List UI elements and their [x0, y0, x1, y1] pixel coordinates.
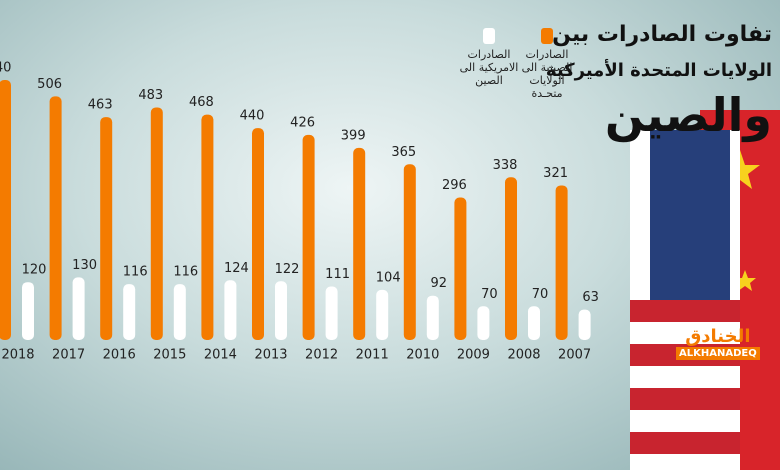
legend-item: الصادرات الصينية الى الولايات متحـدة: [516, 28, 578, 100]
bar: [477, 306, 490, 340]
brand-arabic: الخنادق: [685, 326, 751, 347]
value-label: 104: [376, 270, 401, 285]
x-tick-label: 2012: [305, 348, 338, 363]
value-label: 296: [442, 178, 467, 193]
x-tick-label: 2017: [52, 348, 85, 363]
bar: [22, 282, 34, 340]
bar: [100, 117, 113, 341]
legend-label: الصادرات الصينية الى الولايات متحـدة: [521, 48, 573, 100]
value-label: 116: [123, 265, 148, 280]
value-label: 70: [481, 287, 498, 302]
bar: [578, 309, 591, 340]
x-tick-label: 2007: [558, 348, 591, 363]
bar: [353, 147, 366, 340]
value-label: 122: [275, 262, 300, 277]
x-tick-label: 2011: [356, 348, 389, 363]
bar: [528, 306, 540, 340]
title-line: تفاوت الصادرات بين: [552, 22, 772, 47]
bar: [555, 185, 568, 340]
x-tick-label: 2010: [406, 348, 439, 363]
value-label: 506: [37, 77, 62, 92]
value-label: 63: [582, 290, 599, 305]
legend-swatch: [483, 28, 495, 44]
legend-swatch: [541, 28, 553, 44]
bar: [201, 114, 214, 341]
bar: [252, 128, 264, 340]
legend-item: الصادرات الامريكية الى الصين: [458, 28, 520, 87]
bar: [454, 197, 467, 340]
brand-latin: ALKHANADEQ: [676, 347, 760, 360]
x-tick-label: 2008: [507, 348, 540, 363]
x-tick-label: 2009: [457, 348, 490, 363]
value-label: 111: [325, 267, 350, 282]
brand-logo: الخنادق ALKHANADEQ: [676, 326, 760, 360]
value-label: 338: [493, 158, 518, 173]
value-label: 468: [189, 95, 214, 110]
bar: [49, 96, 62, 341]
bar: [224, 280, 237, 340]
value-label: 365: [391, 145, 416, 160]
bar: [376, 289, 389, 340]
x-tick-label: 2013: [254, 348, 287, 363]
value-label: 426: [290, 115, 315, 130]
legend-label: الصادرات الامريكية الى الصين: [459, 48, 519, 87]
value-label: 124: [224, 261, 249, 276]
us-flag: [630, 130, 740, 470]
value-label: 321: [543, 166, 568, 181]
value-label: 70: [532, 287, 549, 302]
bar: [426, 295, 439, 340]
value-label: 540: [0, 61, 11, 76]
x-tick-label: 2018: [1, 348, 34, 363]
title-line: والصين: [604, 88, 772, 142]
value-label: 92: [431, 276, 448, 291]
value-label: 483: [138, 88, 163, 103]
bar: [72, 277, 85, 340]
bar: [173, 284, 186, 340]
bar: [123, 284, 136, 340]
x-tick-label: 2016: [103, 348, 136, 363]
bar: [302, 134, 315, 340]
bar: [0, 80, 11, 340]
flags: [630, 110, 780, 470]
x-tick-label: 2014: [204, 348, 237, 363]
title-line: الولايات المتحدة الأميركية: [545, 60, 772, 81]
bar: [275, 281, 287, 340]
value-label: 463: [88, 98, 113, 113]
value-label: 399: [341, 128, 366, 143]
value-label: 116: [173, 265, 198, 280]
value-label: 130: [72, 258, 97, 273]
value-label: 120: [22, 263, 47, 278]
bar: [325, 286, 338, 340]
bar: [403, 164, 416, 340]
bar: [505, 177, 517, 340]
x-tick-label: 2015: [153, 348, 186, 363]
bar: [150, 107, 163, 340]
value-label: 440: [240, 109, 265, 124]
